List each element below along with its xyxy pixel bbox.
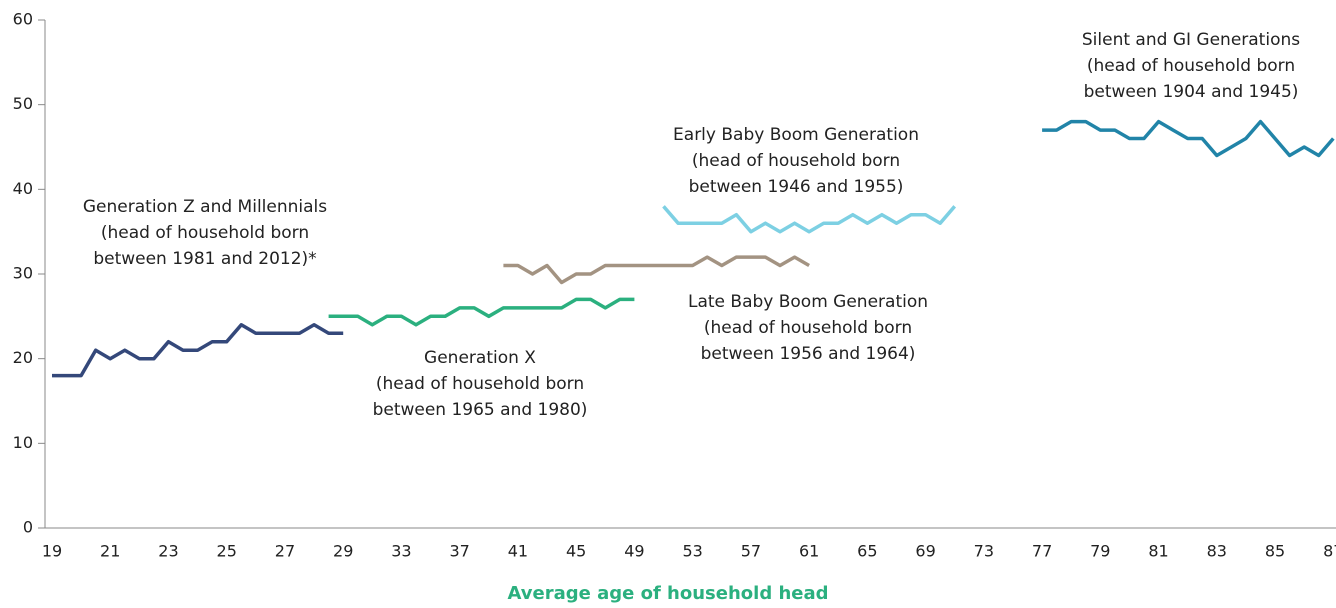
x-tick-label: 85	[1265, 542, 1285, 561]
series-line	[662, 205, 957, 234]
x-axis-label: Average age of household head	[507, 583, 828, 604]
x-tick-label: 77	[1032, 542, 1052, 561]
x-tick-label: 45	[566, 542, 586, 561]
series-label: Generation X	[424, 348, 536, 368]
series-line	[503, 255, 810, 285]
series-label: Silent and GI Generations	[1082, 30, 1300, 50]
x-tick-label: 41	[508, 542, 528, 561]
series-label: Early Baby Boom Generation	[673, 125, 919, 145]
x-tick-label: 53	[682, 542, 702, 561]
series-note: between 1981 and 2012)*	[93, 249, 316, 269]
series-line	[1042, 119, 1335, 158]
x-tick-label: 49	[624, 542, 644, 561]
y-tick-label: 40	[13, 179, 33, 198]
series-note: (head of household born	[101, 223, 309, 243]
x-tick-label: 83	[1207, 542, 1227, 561]
series-note: between 1956 and 1964)	[701, 344, 916, 364]
x-tick-label: 29	[333, 542, 353, 561]
y-tick-label: 50	[13, 94, 33, 113]
x-tick-label: 33	[391, 542, 411, 561]
series-note: between 1946 and 1955)	[689, 177, 904, 197]
x-tick-label: 79	[1090, 542, 1110, 561]
x-tick-label: 27	[275, 542, 295, 561]
series-note: (head of household born	[692, 151, 900, 171]
series-note: (head of household born	[704, 318, 912, 338]
x-tick-label: 21	[100, 542, 120, 561]
x-tick-label: 73	[974, 542, 994, 561]
series-label: Late Baby Boom Generation	[688, 292, 928, 312]
series-note: (head of household born	[1087, 56, 1295, 76]
series-note: between 1965 and 1980)	[373, 400, 588, 420]
x-tick-label: 65	[857, 542, 877, 561]
x-tick-label: 69	[915, 542, 935, 561]
x-tick-label: 87	[1323, 542, 1336, 561]
series-note: (head of household born	[376, 374, 584, 394]
x-tick-label: 23	[158, 542, 178, 561]
x-tick-label: 57	[741, 542, 761, 561]
x-tick-label: 25	[217, 542, 237, 561]
series-line	[328, 297, 635, 327]
x-tick-label: 37	[450, 542, 470, 561]
y-tick-label: 10	[13, 433, 33, 452]
y-tick-label: 30	[13, 264, 33, 283]
series-note: between 1904 and 1945)	[1084, 82, 1299, 102]
y-tick-label: 60	[13, 10, 33, 29]
x-tick-label: 81	[1148, 542, 1168, 561]
y-tick-label: 0	[23, 518, 33, 537]
x-tick-label: 61	[799, 542, 819, 561]
series-label: Generation Z and Millennials	[83, 197, 327, 217]
y-tick-label: 20	[13, 348, 33, 367]
x-tick-label: 19	[42, 542, 62, 561]
series-line	[52, 323, 344, 378]
